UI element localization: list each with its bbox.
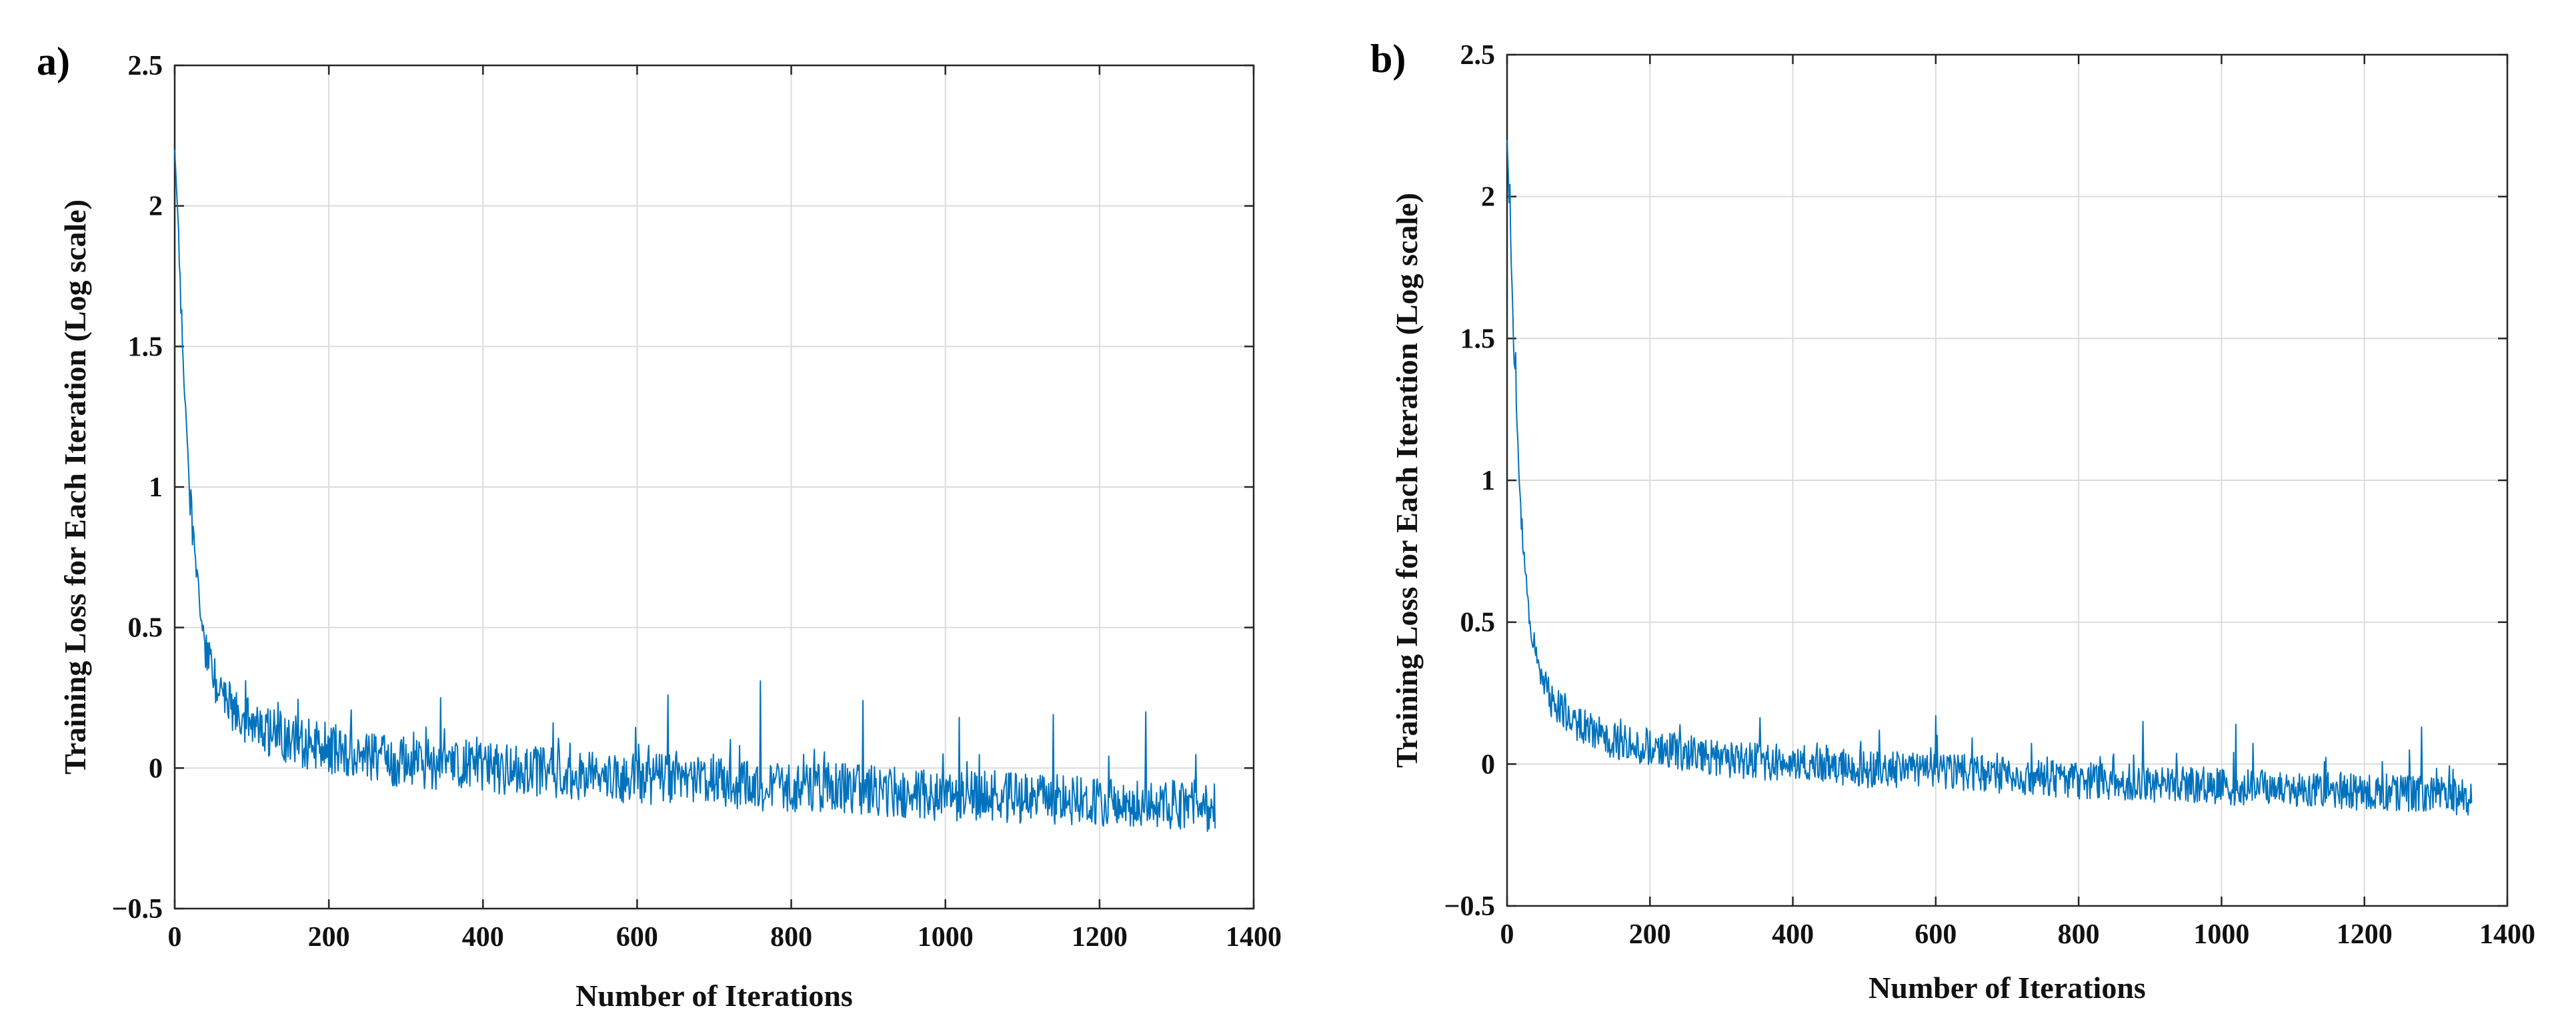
panel-b-x-tick-label: 200	[1629, 919, 1671, 950]
panel-a-x-tick-label: 0	[168, 922, 182, 953]
panel-b-y-tick-label: −0.5	[1444, 891, 1495, 922]
panel-b-x-axis: 0 200 400 600 800 1000 1200 1400	[1500, 55, 2535, 950]
panel-a-x-axis-title: Number of Iterations	[575, 979, 853, 1013]
panel-b-x-tick-label: 400	[1772, 919, 1814, 950]
panel-a-x-tick-label: 1400	[1226, 922, 1282, 953]
panel-a-grid	[175, 65, 1254, 909]
panel-b-x-tick-label: 1000	[2193, 919, 2249, 950]
panel-a-y-tick-label: −0.5	[112, 894, 163, 925]
panel-a-y-tick-label: 1	[149, 472, 163, 503]
panel-a-y-tick-label: 0.5	[128, 613, 163, 644]
panel-b-y-axis: −0.5 0 0.5 1 1.5 2 2.5	[1444, 40, 2507, 922]
panel-b-loss-line	[1506, 139, 2473, 816]
panel-b-y-tick-label: 1.5	[1460, 324, 1496, 354]
panel-b-y-tick-label: 0.5	[1460, 608, 1496, 638]
panel-a-y-tick-label: 0	[149, 753, 163, 784]
panel-b-x-tick-label: 0	[1500, 919, 1514, 950]
panel-b-x-tick-label: 600	[1914, 919, 1957, 950]
panel-b: b) 0 200 400 600 800 1000 1200 1400 −0.500.511.…	[1370, 37, 2535, 1005]
panel-a-y-axis: −0.5 0 0.5 1 1.5 2 2.5	[112, 51, 1254, 925]
panel-a-x-tick-label: 200	[308, 922, 350, 953]
panel-b-label: b)	[1370, 37, 1406, 81]
panel-a-loss-line	[174, 149, 1216, 833]
panel-b-y-tick-label: 2.5	[1460, 40, 1496, 71]
panel-b-y-tick-label: 1	[1481, 466, 1495, 496]
panel-a-y-tick-label: 1.5	[128, 332, 163, 362]
panel-b-x-axis-title: Number of Iterations	[1868, 971, 2146, 1005]
panel-a-x-tick-label: 600	[616, 922, 658, 953]
panel-b-y-axis-title: Training Loss for Each Iteration (Log sc…	[1390, 193, 1424, 768]
panel-a-y-tick-label: 2	[149, 191, 163, 222]
panel-a-x-tick-label: 800	[770, 922, 812, 953]
panel-a-y-tick-label: 2.5	[128, 51, 163, 81]
panel-b-x-tick-label: 800	[2058, 919, 2100, 950]
panel-a-x-tick-label: 400	[462, 922, 504, 953]
panel-a-label: a)	[37, 39, 70, 83]
panel-a-y-axis-title: Training Loss for Each Iteration (Log sc…	[58, 199, 92, 775]
panel-a-x-tick-label: 1000	[918, 922, 974, 953]
panel-a: a) 0 200 400 600 800 1000 1200 1400 −0.500.511.…	[37, 39, 1282, 1013]
panel-b-y-tick-label: 0	[1481, 749, 1495, 780]
panel-a-x-axis: 0 200 400 600 800 1000 1200 1400	[168, 65, 1282, 953]
panel-a-x-tick-label: 1200	[1072, 922, 1128, 953]
panel-b-x-tick-label: 1400	[2479, 919, 2535, 950]
panel-b-y-tick-label: 2	[1481, 182, 1495, 213]
panel-b-x-tick-label: 1200	[2337, 919, 2393, 950]
